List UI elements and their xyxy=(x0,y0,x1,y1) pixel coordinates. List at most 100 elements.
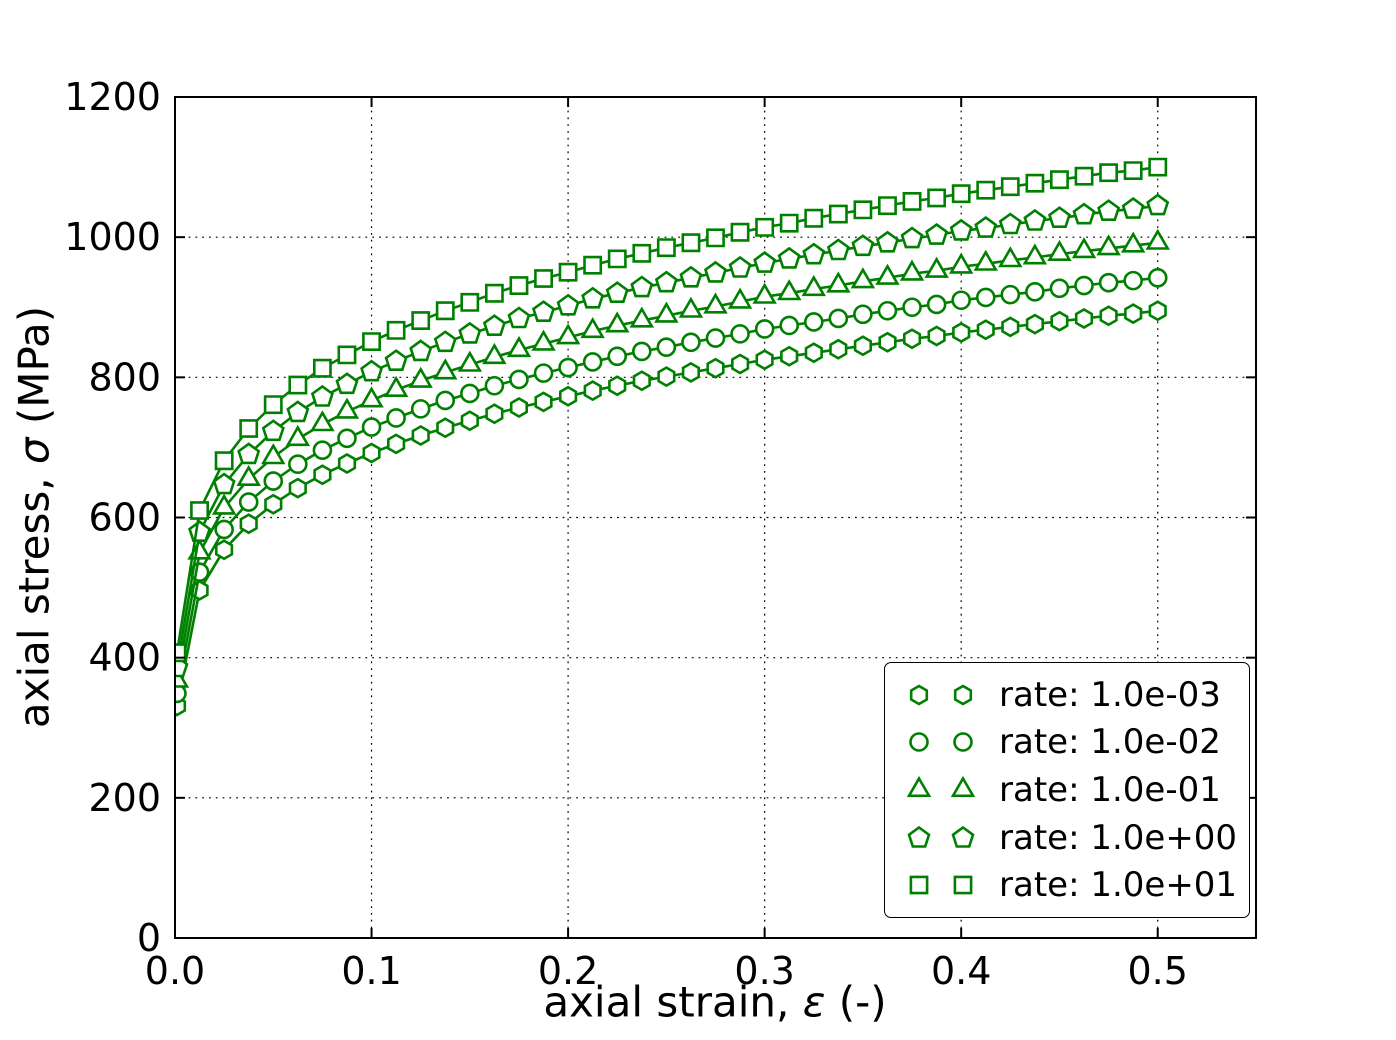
circle-marker-icon xyxy=(509,369,529,390)
triangle-marker-icon xyxy=(457,350,483,372)
square-marker-icon xyxy=(1025,173,1045,193)
triangle-marker-icon xyxy=(531,329,556,351)
pentagon-marker-icon xyxy=(1023,208,1047,231)
triangle-marker-icon xyxy=(924,256,949,278)
hexagon-marker-icon xyxy=(436,417,455,439)
triangle-marker-icon xyxy=(211,493,237,515)
triangle-marker-icon xyxy=(1145,228,1170,250)
circle-marker-icon xyxy=(312,440,333,461)
pentagon-marker-icon xyxy=(458,321,482,344)
triangle-marker-icon xyxy=(654,301,679,323)
circle-marker-icon xyxy=(386,408,406,428)
circle-marker-icon xyxy=(1123,270,1143,291)
hexagon-marker-icon xyxy=(909,684,973,706)
circle-marker-icon xyxy=(975,287,996,308)
pentagon-marker-icon xyxy=(556,293,580,316)
pentagon-marker-icon xyxy=(753,250,777,273)
circle-marker-icon xyxy=(1098,272,1119,293)
circle-marker-icon xyxy=(681,332,701,353)
pentagon-marker-icon xyxy=(482,314,506,337)
hexagon-marker-icon xyxy=(976,319,995,341)
square-marker-icon xyxy=(312,358,332,378)
hexagon-marker-icon xyxy=(386,433,406,455)
square-marker-icon xyxy=(730,222,750,242)
hexagon-marker-icon xyxy=(1124,303,1143,325)
pentagon-marker-icon xyxy=(384,349,408,372)
triangle-marker-icon xyxy=(310,410,335,432)
y-tick-label: 1200 xyxy=(64,75,161,119)
triangle-marker-icon xyxy=(629,306,655,328)
hexagon-marker-icon xyxy=(485,403,504,425)
pentagon-marker-icon xyxy=(1146,193,1170,216)
y-axis-label-unit: (MPa) xyxy=(9,305,59,438)
hexagon-marker-icon xyxy=(288,477,307,499)
triangle-marker-icon xyxy=(906,775,932,798)
legend-item: rate: 1.0e-03 xyxy=(895,672,1239,718)
circle-marker-icon xyxy=(828,308,849,329)
circle-marker-icon xyxy=(238,492,259,512)
pentagon-marker-icon xyxy=(900,226,924,249)
pentagon-marker-icon xyxy=(1047,206,1071,228)
circle-marker-icon xyxy=(877,300,898,321)
circle-marker-icon xyxy=(909,732,973,753)
x-tick-label: 0.5 xyxy=(1128,949,1188,993)
hexagon-marker-icon xyxy=(1025,313,1044,335)
legend-label: rate: 1.0e-02 xyxy=(999,722,1221,763)
legend: rate: 1.0e-03 rate: 1.0e-02 rate: 1.0e-0… xyxy=(884,662,1250,918)
circle-marker-icon xyxy=(607,346,628,367)
square-marker-icon xyxy=(953,875,973,895)
circle-marker-icon xyxy=(909,732,929,753)
circle-marker-icon xyxy=(484,375,505,396)
x-axis-label-text: axial strain, xyxy=(543,977,803,1027)
hexagon-marker-icon xyxy=(953,684,973,706)
hexagon-marker-icon xyxy=(239,513,258,535)
square-marker-icon xyxy=(484,283,504,303)
square-marker-icon xyxy=(951,184,971,204)
triangle-marker-icon xyxy=(285,424,311,447)
square-marker-icon xyxy=(755,217,775,237)
hexagon-marker-icon xyxy=(632,370,651,392)
triangle-marker-icon xyxy=(334,397,360,419)
legend-label: rate: 1.0e+01 xyxy=(999,865,1238,906)
hexagon-marker-icon xyxy=(583,380,602,402)
pentagon-marker-icon xyxy=(703,260,728,283)
circle-marker-icon xyxy=(558,357,578,378)
square-marker-icon xyxy=(976,180,996,200)
circle-marker-icon xyxy=(656,337,677,357)
y-tick-label: 800 xyxy=(88,355,161,399)
circle-marker-icon xyxy=(361,417,382,437)
square-marker-icon xyxy=(909,875,929,895)
square-marker-icon xyxy=(909,875,973,895)
square-marker-icon xyxy=(1074,166,1094,186)
sigma-symbol: σ xyxy=(9,437,59,465)
circle-marker-icon xyxy=(1025,282,1045,302)
hexagon-marker-icon xyxy=(657,366,676,388)
square-marker-icon xyxy=(804,208,824,228)
y-tick-label: 400 xyxy=(88,636,161,680)
pentagon-marker-icon xyxy=(951,825,975,848)
pentagon-marker-icon xyxy=(409,339,433,362)
hexagon-marker-icon xyxy=(927,325,946,347)
triangle-marker-icon xyxy=(580,317,605,339)
triangle-marker-icon xyxy=(1120,231,1146,253)
pentagon-marker-icon xyxy=(654,270,678,293)
circle-marker-icon xyxy=(853,304,873,325)
hexagon-marker-icon xyxy=(313,464,332,486)
square-marker-icon xyxy=(337,345,357,365)
pentagon-marker-icon xyxy=(630,275,654,298)
hexagon-marker-icon xyxy=(337,452,357,475)
circle-marker-icon xyxy=(705,328,726,348)
hexagon-marker-icon xyxy=(1001,316,1020,338)
hexagon-marker-icon xyxy=(902,328,922,350)
y-tick-label: 0 xyxy=(137,916,161,960)
circle-marker-icon xyxy=(754,319,775,339)
pentagon-marker-icon xyxy=(1097,199,1121,221)
square-marker-icon xyxy=(386,320,406,340)
triangle-marker-icon xyxy=(678,296,704,318)
triangle-marker-icon xyxy=(1096,234,1121,256)
hexagon-marker-icon xyxy=(780,345,799,367)
square-marker-icon xyxy=(1148,157,1168,177)
square-marker-icon xyxy=(583,255,603,275)
hexagon-marker-icon xyxy=(1074,307,1094,330)
triangle-marker-icon xyxy=(261,443,286,465)
